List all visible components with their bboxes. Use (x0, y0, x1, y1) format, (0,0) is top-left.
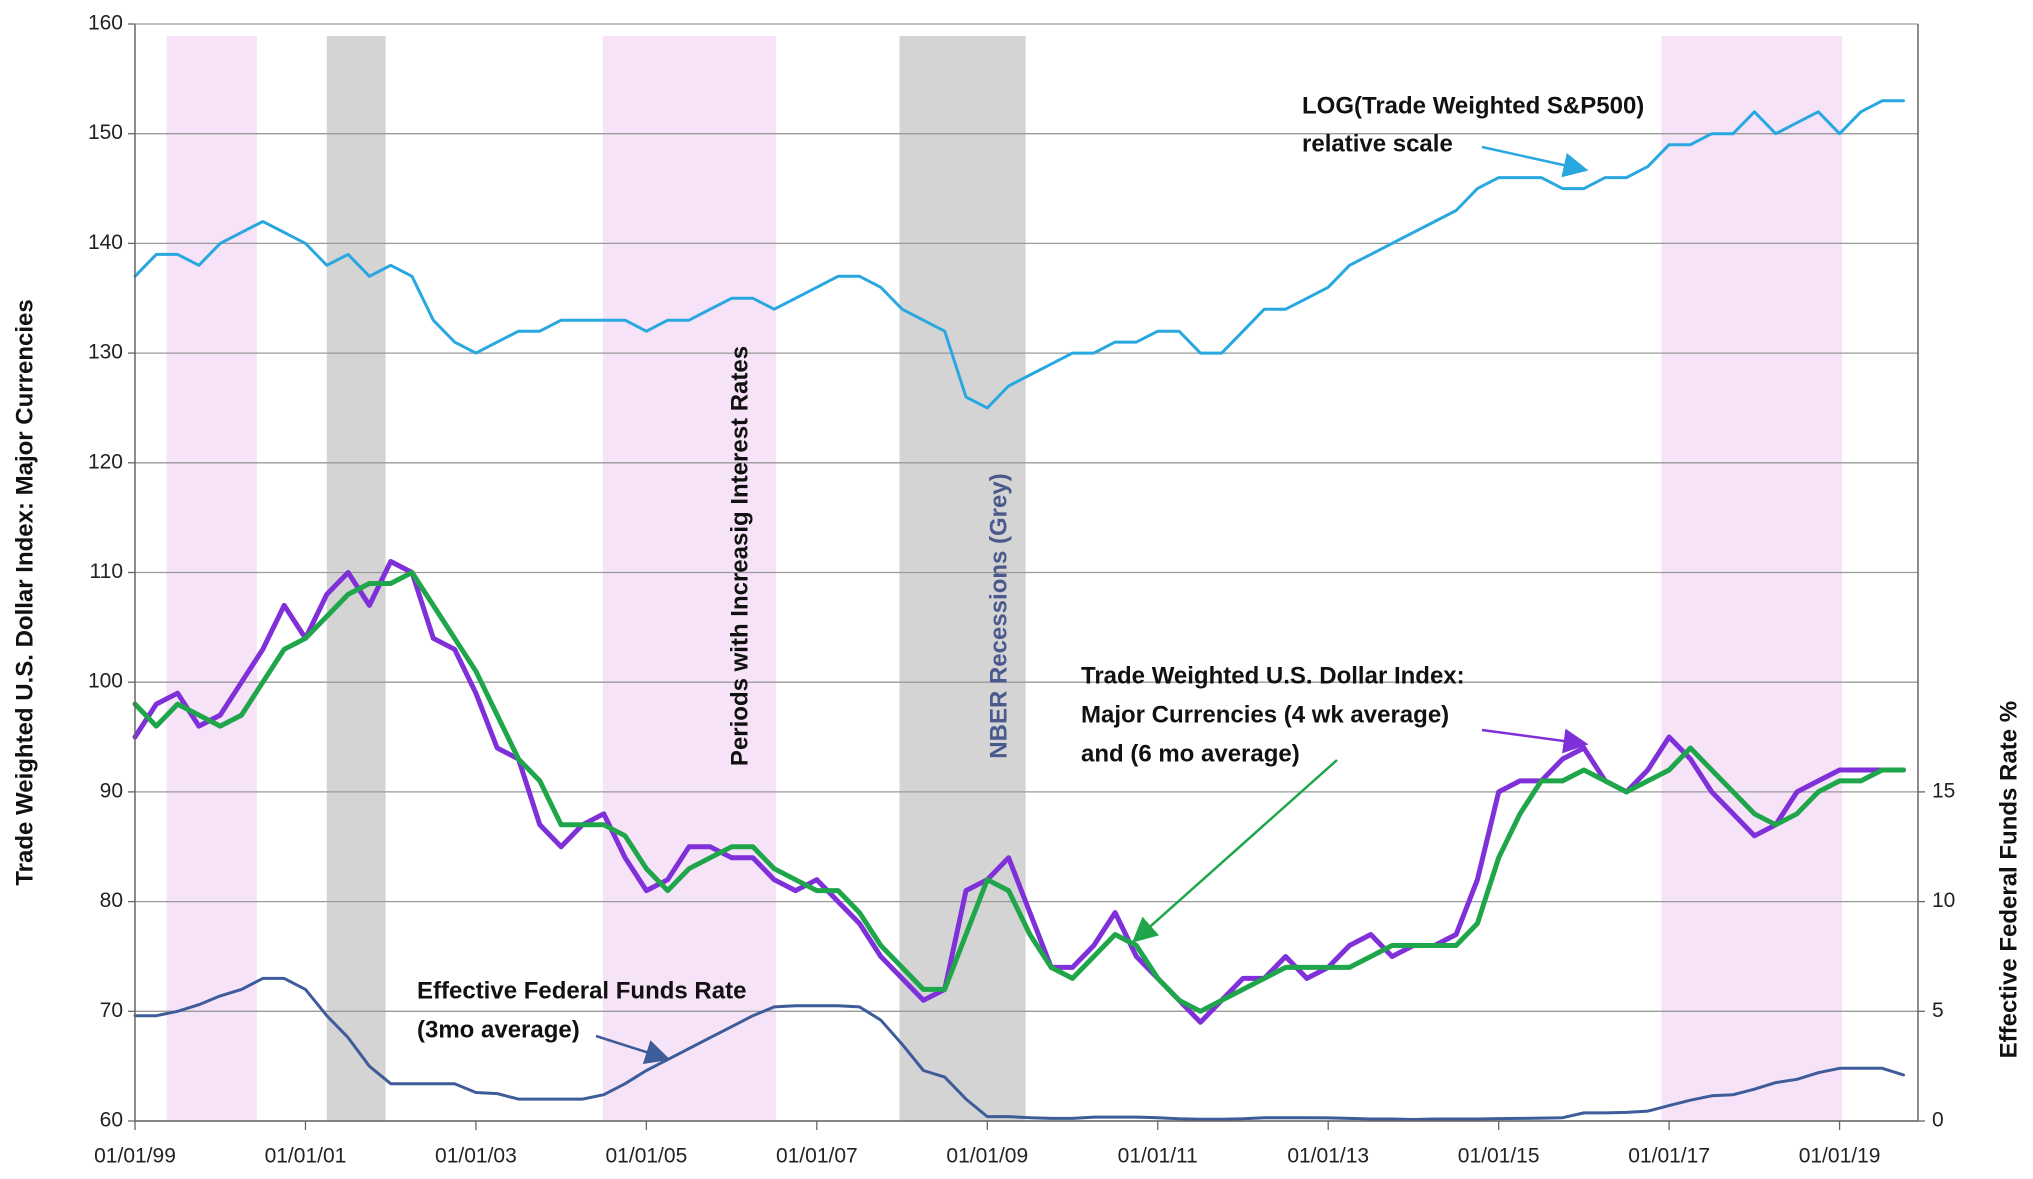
y-tick-label: 140 (88, 231, 123, 254)
y-tick-label: 90 (100, 779, 123, 802)
annotation-text: NBER Recessions (Grey) (985, 473, 1012, 758)
annotation-text: LOG(Trade Weighted S&P500) (1302, 92, 1644, 119)
annotation-arrows (595, 145, 1589, 1065)
y-tick-label: 130 (88, 341, 123, 364)
x-tick-label: 01/01/15 (1458, 1145, 1540, 1168)
x-tick-label: 01/01/17 (1628, 1145, 1710, 1168)
y2-tick-label: 10 (1932, 889, 1955, 912)
x-tick-label: 01/01/09 (946, 1145, 1028, 1168)
x-tick-label: 01/01/03 (435, 1145, 517, 1168)
x-tick-label: 01/01/05 (606, 1145, 688, 1168)
annotation-text: Major Currencies (4 wk average) (1081, 701, 1449, 728)
y-tick-label: 110 (90, 560, 123, 583)
annotation-text: (3mo average) (417, 1016, 580, 1043)
y-tick-label: 70 (100, 999, 123, 1022)
y-tick-label: 160 (88, 12, 123, 35)
arrow (1481, 728, 1589, 754)
annotations: LOG(Trade Weighted S&P500) relative scale… (417, 92, 1644, 1043)
y-tick-label: 80 (100, 889, 123, 912)
x-tick-label: 01/01/01 (265, 1145, 347, 1168)
annotation-text: relative scale (1302, 130, 1453, 157)
y2-tick-label: 5 (1932, 999, 1944, 1022)
x-tick-label: 01/01/07 (776, 1145, 858, 1168)
annotation-text: and (6 mo average) (1081, 740, 1300, 767)
annotation-text: Effective Federal Funds Rate (417, 977, 746, 1004)
y2-axis-title: Effective Federal Funds Rate % (1995, 701, 2022, 1058)
shaded-region (326, 36, 386, 1121)
y-tick-label: 120 (88, 450, 123, 473)
x-tick-label: 01/01/99 (94, 1145, 176, 1168)
arrow (1481, 145, 1589, 178)
series-line (132, 570, 1906, 1014)
y-tick-label: 60 (100, 1109, 123, 1132)
annotation-text: Trade Weighted U.S. Dollar Index: (1081, 662, 1465, 689)
y-tick-label: 100 (88, 670, 123, 693)
arrow (595, 1034, 671, 1065)
y-axis-title: Trade Weighted U.S. Dollar Index: Major … (11, 299, 38, 885)
y2-tick-label: 15 (1932, 779, 1955, 802)
axes: 60 70 80 90 100 110 120 130 140 150 160 0 5 10 15 01/01… (11, 12, 2022, 1168)
x-tick-label: 01/01/19 (1799, 1145, 1881, 1168)
y-tick-label: 150 (88, 121, 123, 144)
series-lines (132, 99, 1906, 1121)
arrow (1132, 759, 1338, 943)
x-tick-label: 01/01/11 (1118, 1145, 1198, 1168)
shaded-region (1661, 36, 1843, 1121)
shaded-regions (166, 36, 1843, 1121)
shaded-region (166, 36, 257, 1121)
annotation-text: Periods with Increasig Interest Rates (726, 346, 753, 766)
x-tick-label: 01/01/13 (1287, 1145, 1369, 1168)
shaded-region (602, 36, 776, 1121)
series-line (133, 976, 1905, 1121)
series-line (133, 99, 1905, 410)
grid (135, 23, 1918, 1122)
y2-tick-label: 0 (1932, 1109, 1944, 1132)
